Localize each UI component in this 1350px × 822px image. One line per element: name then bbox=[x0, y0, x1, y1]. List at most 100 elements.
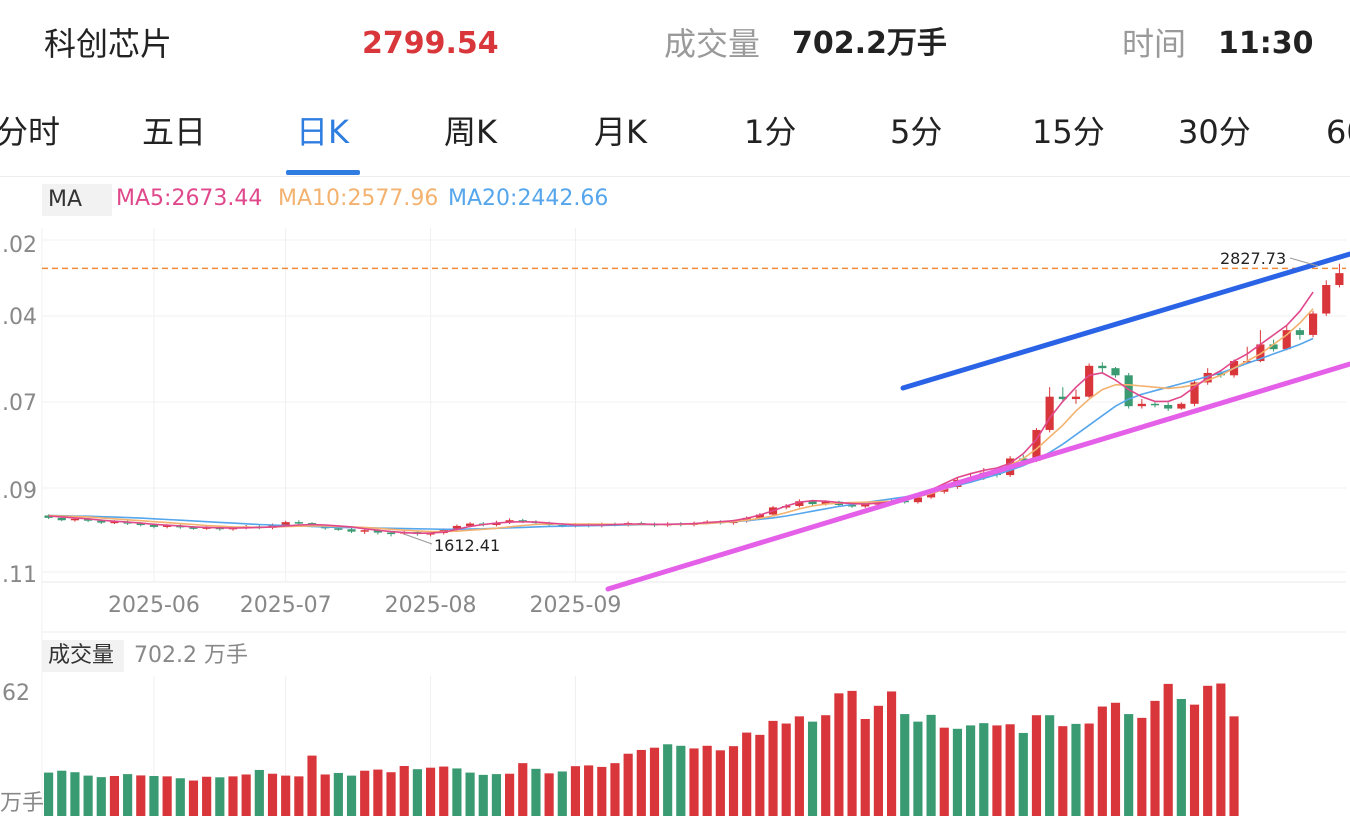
volume-bar bbox=[939, 727, 949, 816]
volume-bar bbox=[1045, 715, 1055, 816]
volume-bar bbox=[518, 763, 528, 816]
volume-bar bbox=[781, 723, 791, 816]
ma20-legend: MA20:2442.66 bbox=[448, 186, 609, 211]
volume-bar bbox=[57, 770, 67, 816]
volume-bar bbox=[952, 728, 963, 816]
date-tick-label: 2025-06 bbox=[108, 593, 200, 618]
quote-header: 科创芯片 2799.54 成交量 702.2万手 时间 11:30 bbox=[0, 0, 1350, 90]
tab-5min[interactable]: 5分 bbox=[890, 113, 943, 151]
volume-bar bbox=[557, 771, 567, 816]
volume-bar bbox=[544, 773, 554, 816]
candle-body bbox=[1164, 405, 1173, 409]
candle-body bbox=[1335, 273, 1344, 286]
volume-bar bbox=[162, 776, 172, 816]
moving-average-lines bbox=[48, 291, 1314, 535]
tab-30min[interactable]: 30分 bbox=[1178, 113, 1251, 151]
tab-monthly-k[interactable]: 月K bbox=[594, 113, 647, 151]
volume-bar bbox=[202, 776, 212, 816]
volume-bar bbox=[465, 772, 475, 816]
candle-body bbox=[347, 529, 356, 532]
volume-bar bbox=[768, 720, 778, 816]
volume-bar bbox=[623, 753, 633, 816]
candle-body bbox=[1282, 330, 1291, 350]
tab-1min[interactable]: 1分 bbox=[744, 113, 797, 151]
volume-bar bbox=[900, 714, 910, 816]
tab-daily-k[interactable]: 日K bbox=[296, 113, 349, 151]
active-tab-indicator bbox=[286, 170, 360, 175]
volume-bar bbox=[425, 767, 436, 816]
volume-bar bbox=[570, 766, 581, 816]
candle-body bbox=[373, 530, 382, 533]
candle-body bbox=[1322, 285, 1331, 314]
candle-body bbox=[1098, 365, 1107, 369]
volume-bar bbox=[1031, 715, 1042, 816]
date-tick-label: 2025-08 bbox=[385, 593, 477, 618]
volume-bar bbox=[597, 766, 607, 816]
candle-body bbox=[1216, 372, 1225, 376]
tab-intraday[interactable]: 分时 bbox=[0, 113, 61, 151]
period-tabs: 分时 五日 日K 周K 月K 1分 5分 15分 30分 60 bbox=[0, 90, 1350, 177]
candle-body bbox=[821, 501, 830, 505]
tab-60min[interactable]: 60 bbox=[1326, 113, 1350, 151]
volume-bar bbox=[913, 721, 923, 816]
volume-unit-label: 万手 bbox=[0, 791, 44, 816]
low-value-label: 1612.41 bbox=[434, 536, 500, 555]
tab-15min[interactable]: 15分 bbox=[1032, 113, 1105, 151]
volume-tag[interactable]: 成交量 bbox=[42, 640, 124, 672]
volume-bar bbox=[215, 777, 225, 816]
tab-five-day[interactable]: 五日 bbox=[142, 113, 207, 151]
volume-bar bbox=[386, 772, 396, 816]
volume-bar bbox=[241, 774, 251, 816]
volume-bar bbox=[742, 732, 752, 816]
index-name: 科创芯片 bbox=[44, 25, 173, 63]
candle-body bbox=[1111, 368, 1120, 376]
candle-body bbox=[149, 524, 159, 527]
volume-bar bbox=[636, 749, 646, 816]
volume-bar bbox=[715, 750, 725, 816]
volume-bar bbox=[834, 693, 844, 816]
ma-tag[interactable]: MA bbox=[42, 184, 112, 216]
volume-bar bbox=[373, 769, 383, 816]
candle-body bbox=[755, 514, 764, 518]
high-value-label: 2827.73 bbox=[1220, 249, 1286, 268]
volume-bar bbox=[96, 777, 106, 816]
price-tick-label: .02 bbox=[2, 233, 37, 258]
volume-bar bbox=[1110, 702, 1121, 816]
volume-bar bbox=[992, 725, 1002, 816]
volume-panel-value: 702.2 万手 bbox=[134, 643, 248, 668]
volume-value: 702.2万手 bbox=[792, 26, 947, 61]
volume-bar bbox=[1229, 716, 1239, 816]
volume-bar bbox=[307, 755, 317, 816]
volume-bar bbox=[584, 765, 594, 816]
volume-bar bbox=[860, 718, 870, 816]
volume-bar bbox=[886, 691, 897, 816]
volume-bar bbox=[83, 775, 93, 816]
resistance-trend-line bbox=[900, 251, 1350, 391]
time-value: 11:30 bbox=[1218, 26, 1314, 61]
candle-body bbox=[360, 530, 369, 532]
time-label: 时间 bbox=[1122, 25, 1187, 63]
candle-body bbox=[1190, 382, 1199, 404]
candle-body bbox=[808, 501, 817, 505]
candlesticks bbox=[44, 263, 1344, 537]
volume-bars bbox=[44, 683, 1239, 816]
volume-bar bbox=[1018, 732, 1028, 816]
volume-bar bbox=[702, 745, 712, 816]
ma10-line bbox=[48, 308, 1314, 533]
volume-bar bbox=[1137, 717, 1147, 816]
tab-weekly-k[interactable]: 周K bbox=[444, 113, 497, 151]
candle-body bbox=[1295, 330, 1304, 335]
candle-body bbox=[927, 491, 936, 498]
price-tick-label: .04 bbox=[2, 305, 37, 330]
volume-bar bbox=[1058, 726, 1068, 816]
volume-bar bbox=[1189, 704, 1200, 816]
volume-bar bbox=[399, 765, 409, 816]
volume-bar bbox=[755, 734, 765, 816]
volume-bar bbox=[360, 770, 370, 816]
volume-bar bbox=[610, 763, 620, 816]
candle-body bbox=[1256, 344, 1265, 362]
volume-bar bbox=[1071, 723, 1081, 816]
volume-bar bbox=[926, 714, 936, 816]
volume-bar bbox=[1150, 700, 1160, 816]
